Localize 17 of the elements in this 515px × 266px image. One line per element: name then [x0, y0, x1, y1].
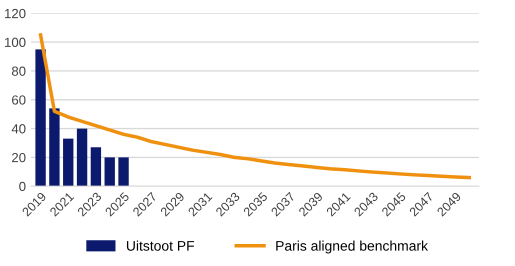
- bar: [90, 147, 102, 186]
- legend-label: Uitstoot PF: [126, 240, 194, 251]
- bar: [49, 108, 60, 186]
- y-tick-label: 80: [12, 66, 26, 76]
- bar: [104, 157, 115, 186]
- y-tick-label: 40: [12, 124, 26, 134]
- legend-label: Paris aligned benchmark: [276, 240, 428, 254]
- y-tick-label: 60: [12, 95, 26, 105]
- y-tick-label: 100: [5, 38, 26, 48]
- bar: [35, 49, 46, 186]
- y-tick-label: 20: [12, 152, 26, 162]
- bar: [118, 157, 129, 186]
- line-series: [38, 33, 472, 180]
- bar: [63, 138, 74, 186]
- bar: [76, 128, 88, 186]
- y-tick-label: 0: [19, 182, 26, 192]
- y-tick-label: 120: [5, 8, 26, 18]
